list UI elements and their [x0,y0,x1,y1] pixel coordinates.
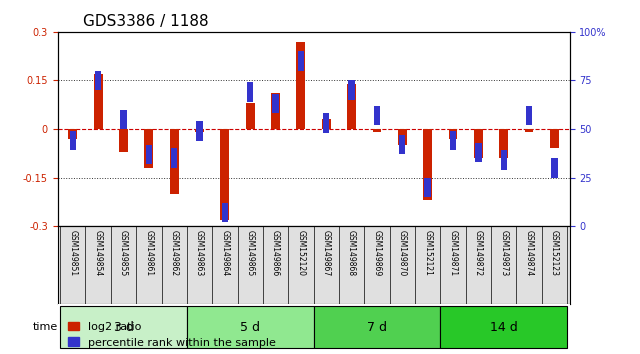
Bar [146,144,152,164]
Text: 3 d: 3 d [113,321,133,334]
FancyBboxPatch shape [60,306,187,348]
Bar [271,93,280,129]
Bar [550,129,559,148]
Text: 7 d: 7 d [367,321,387,334]
Bar [500,150,507,170]
Bar [247,82,253,102]
Text: GSM149874: GSM149874 [525,230,534,276]
Bar [120,110,127,129]
Legend: log2 ratio, percentile rank within the sample: log2 ratio, percentile rank within the s… [63,317,280,352]
Bar [424,178,431,197]
Bar [423,129,432,200]
Bar [221,203,228,222]
Bar [525,129,534,132]
Bar [450,131,456,150]
Bar [246,103,255,129]
Bar [95,71,101,90]
Bar [70,131,76,150]
Text: GSM149867: GSM149867 [322,230,331,276]
Bar [196,121,203,141]
Text: GSM152120: GSM152120 [296,230,305,276]
Text: 5 d: 5 d [240,321,260,334]
Bar [323,113,330,133]
Bar [220,129,229,219]
Bar [93,74,102,129]
Text: GSM149864: GSM149864 [220,230,229,276]
Text: GSM149866: GSM149866 [271,230,280,276]
Bar [398,129,407,145]
FancyBboxPatch shape [440,306,567,348]
Bar [348,80,355,100]
Text: GDS3386 / 1188: GDS3386 / 1188 [83,14,209,29]
Text: GSM149865: GSM149865 [246,230,255,276]
Text: GSM149855: GSM149855 [119,230,128,276]
Bar [195,129,204,132]
Bar [475,143,481,162]
Text: GSM149868: GSM149868 [347,230,356,276]
Text: GSM149863: GSM149863 [195,230,204,276]
Text: GSM149861: GSM149861 [145,230,154,276]
Bar [322,119,331,129]
Text: 14 d: 14 d [490,321,518,334]
Text: GSM149873: GSM149873 [499,230,508,276]
Text: GSM149872: GSM149872 [474,230,483,276]
Bar [399,135,406,154]
Bar [551,158,557,178]
Bar [499,129,508,158]
Bar [145,129,154,168]
Text: GSM149870: GSM149870 [398,230,407,276]
Text: GSM152121: GSM152121 [423,230,432,276]
Text: GSM149869: GSM149869 [372,230,381,276]
FancyBboxPatch shape [314,306,440,348]
Bar [171,148,177,168]
Bar [526,106,532,125]
Text: GSM149862: GSM149862 [170,230,179,276]
Bar [347,84,356,129]
Bar [296,41,305,129]
Bar [372,129,381,132]
Bar [474,129,483,158]
Bar [170,129,179,194]
Text: GSM149871: GSM149871 [449,230,458,276]
Text: GSM149854: GSM149854 [93,230,102,276]
Bar [119,129,128,152]
Text: GSM149851: GSM149851 [68,230,77,276]
Bar [273,94,279,113]
Bar [298,51,304,71]
Text: GSM152123: GSM152123 [550,230,559,276]
Bar [374,106,380,125]
FancyBboxPatch shape [187,306,314,348]
Text: time: time [33,322,58,332]
Bar [449,129,458,139]
Bar [68,129,77,139]
